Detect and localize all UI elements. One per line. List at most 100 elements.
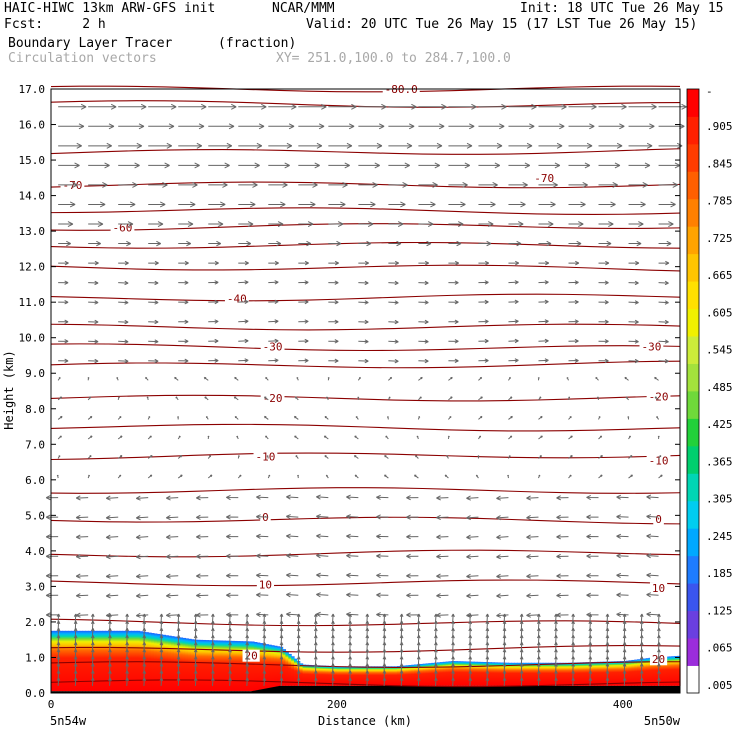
wind-vector — [208, 260, 219, 266]
wind-vector — [388, 201, 406, 208]
wind-vector — [605, 642, 610, 651]
wind-vector — [238, 162, 260, 169]
wind-vector — [622, 620, 627, 630]
isotherm-line — [50, 264, 681, 272]
wind-vector — [87, 415, 93, 420]
tracer-column — [659, 656, 664, 686]
wind-vector — [654, 376, 659, 381]
wind-vector — [117, 415, 122, 420]
tracer-column — [208, 640, 212, 692]
isotherm-label: 0 — [655, 513, 662, 526]
wind-vector — [328, 260, 339, 266]
tracer-column — [619, 661, 624, 686]
wind-vector — [117, 435, 123, 440]
tracer-column — [82, 630, 86, 692]
isotherm-label-bg — [110, 221, 135, 234]
wind-vector — [279, 635, 284, 644]
wind-vector — [178, 280, 189, 285]
wind-vector — [616, 592, 629, 598]
tracer-column — [185, 638, 189, 692]
wind-vector — [508, 435, 513, 440]
tracer-column — [474, 661, 478, 686]
wind-vector — [388, 181, 408, 188]
tracer-column — [454, 661, 458, 686]
x-end-label: 5n50w — [644, 714, 681, 728]
tracer-column — [259, 643, 264, 690]
wind-vector — [478, 221, 494, 227]
wind-vector — [598, 181, 618, 188]
tracer-column — [371, 666, 375, 686]
wind-vector — [436, 514, 449, 521]
wind-vector — [87, 396, 92, 401]
wind-vector — [88, 358, 99, 364]
tracer-column — [408, 665, 412, 686]
tracer-column — [85, 630, 89, 692]
colorbar-swatch — [687, 308, 699, 337]
wind-vector — [657, 435, 660, 440]
wind-vector — [348, 635, 352, 644]
wind-vector — [238, 123, 265, 130]
wind-vector — [448, 162, 471, 169]
wind-vector — [208, 103, 237, 110]
wind-vector — [296, 627, 301, 637]
wind-vector — [286, 514, 299, 520]
wind-vector — [526, 593, 539, 599]
wind-vector — [605, 620, 610, 630]
wind-vector — [346, 611, 359, 617]
wind-vector — [265, 435, 269, 440]
wind-vector — [526, 534, 539, 540]
tracer-column — [171, 636, 175, 692]
wind-vector — [406, 514, 419, 520]
wind-vector — [508, 415, 513, 420]
wind-vector — [538, 358, 549, 363]
wind-vector — [118, 260, 129, 266]
wind-vector — [105, 495, 119, 501]
tracer-column — [414, 664, 418, 686]
wind-vector — [57, 396, 63, 401]
wind-vector — [376, 553, 389, 559]
wind-vector — [357, 376, 361, 381]
colorbar-label: .545 — [706, 344, 733, 357]
wind-vector — [508, 123, 535, 130]
wind-vector — [388, 221, 404, 227]
wind-vector — [595, 376, 599, 381]
wind-vector — [313, 635, 318, 644]
wind-vector — [538, 201, 556, 208]
tracer-column — [525, 662, 530, 686]
wind-vector — [268, 260, 279, 266]
wind-vector — [238, 260, 249, 266]
tracer-column — [597, 661, 601, 686]
wind-vector — [628, 435, 631, 440]
wind-vector — [478, 319, 489, 324]
wind-vector — [118, 103, 147, 110]
colorbar-swatch — [687, 418, 699, 447]
wind-vector — [57, 455, 61, 459]
wind-vector — [598, 240, 612, 247]
wind-vector — [108, 620, 112, 630]
wind-vector — [87, 377, 90, 381]
wind-vector — [204, 396, 209, 401]
wind-vector — [268, 142, 293, 149]
wind-vector — [196, 592, 209, 599]
wind-vector — [628, 240, 642, 247]
wind-vector — [45, 612, 59, 618]
wind-vector — [508, 260, 520, 266]
colorbar-label: .365 — [706, 455, 733, 468]
wind-vector — [365, 635, 370, 644]
wind-vector — [135, 554, 149, 560]
colorbar-label: .185 — [706, 567, 733, 580]
wind-vector — [571, 620, 575, 630]
wind-vector — [211, 620, 215, 630]
tracer-column — [305, 664, 309, 686]
wind-vector — [416, 635, 421, 644]
wind-vector — [178, 300, 189, 305]
wind-vector — [508, 455, 511, 459]
tracer-column — [351, 666, 355, 686]
wind-vector — [262, 627, 267, 637]
tracer-column — [105, 630, 109, 692]
wind-vector — [519, 649, 524, 658]
tracer-column — [579, 662, 584, 686]
tracer-column — [405, 665, 409, 686]
wind-vector — [226, 592, 239, 598]
wind-vector — [234, 376, 239, 381]
